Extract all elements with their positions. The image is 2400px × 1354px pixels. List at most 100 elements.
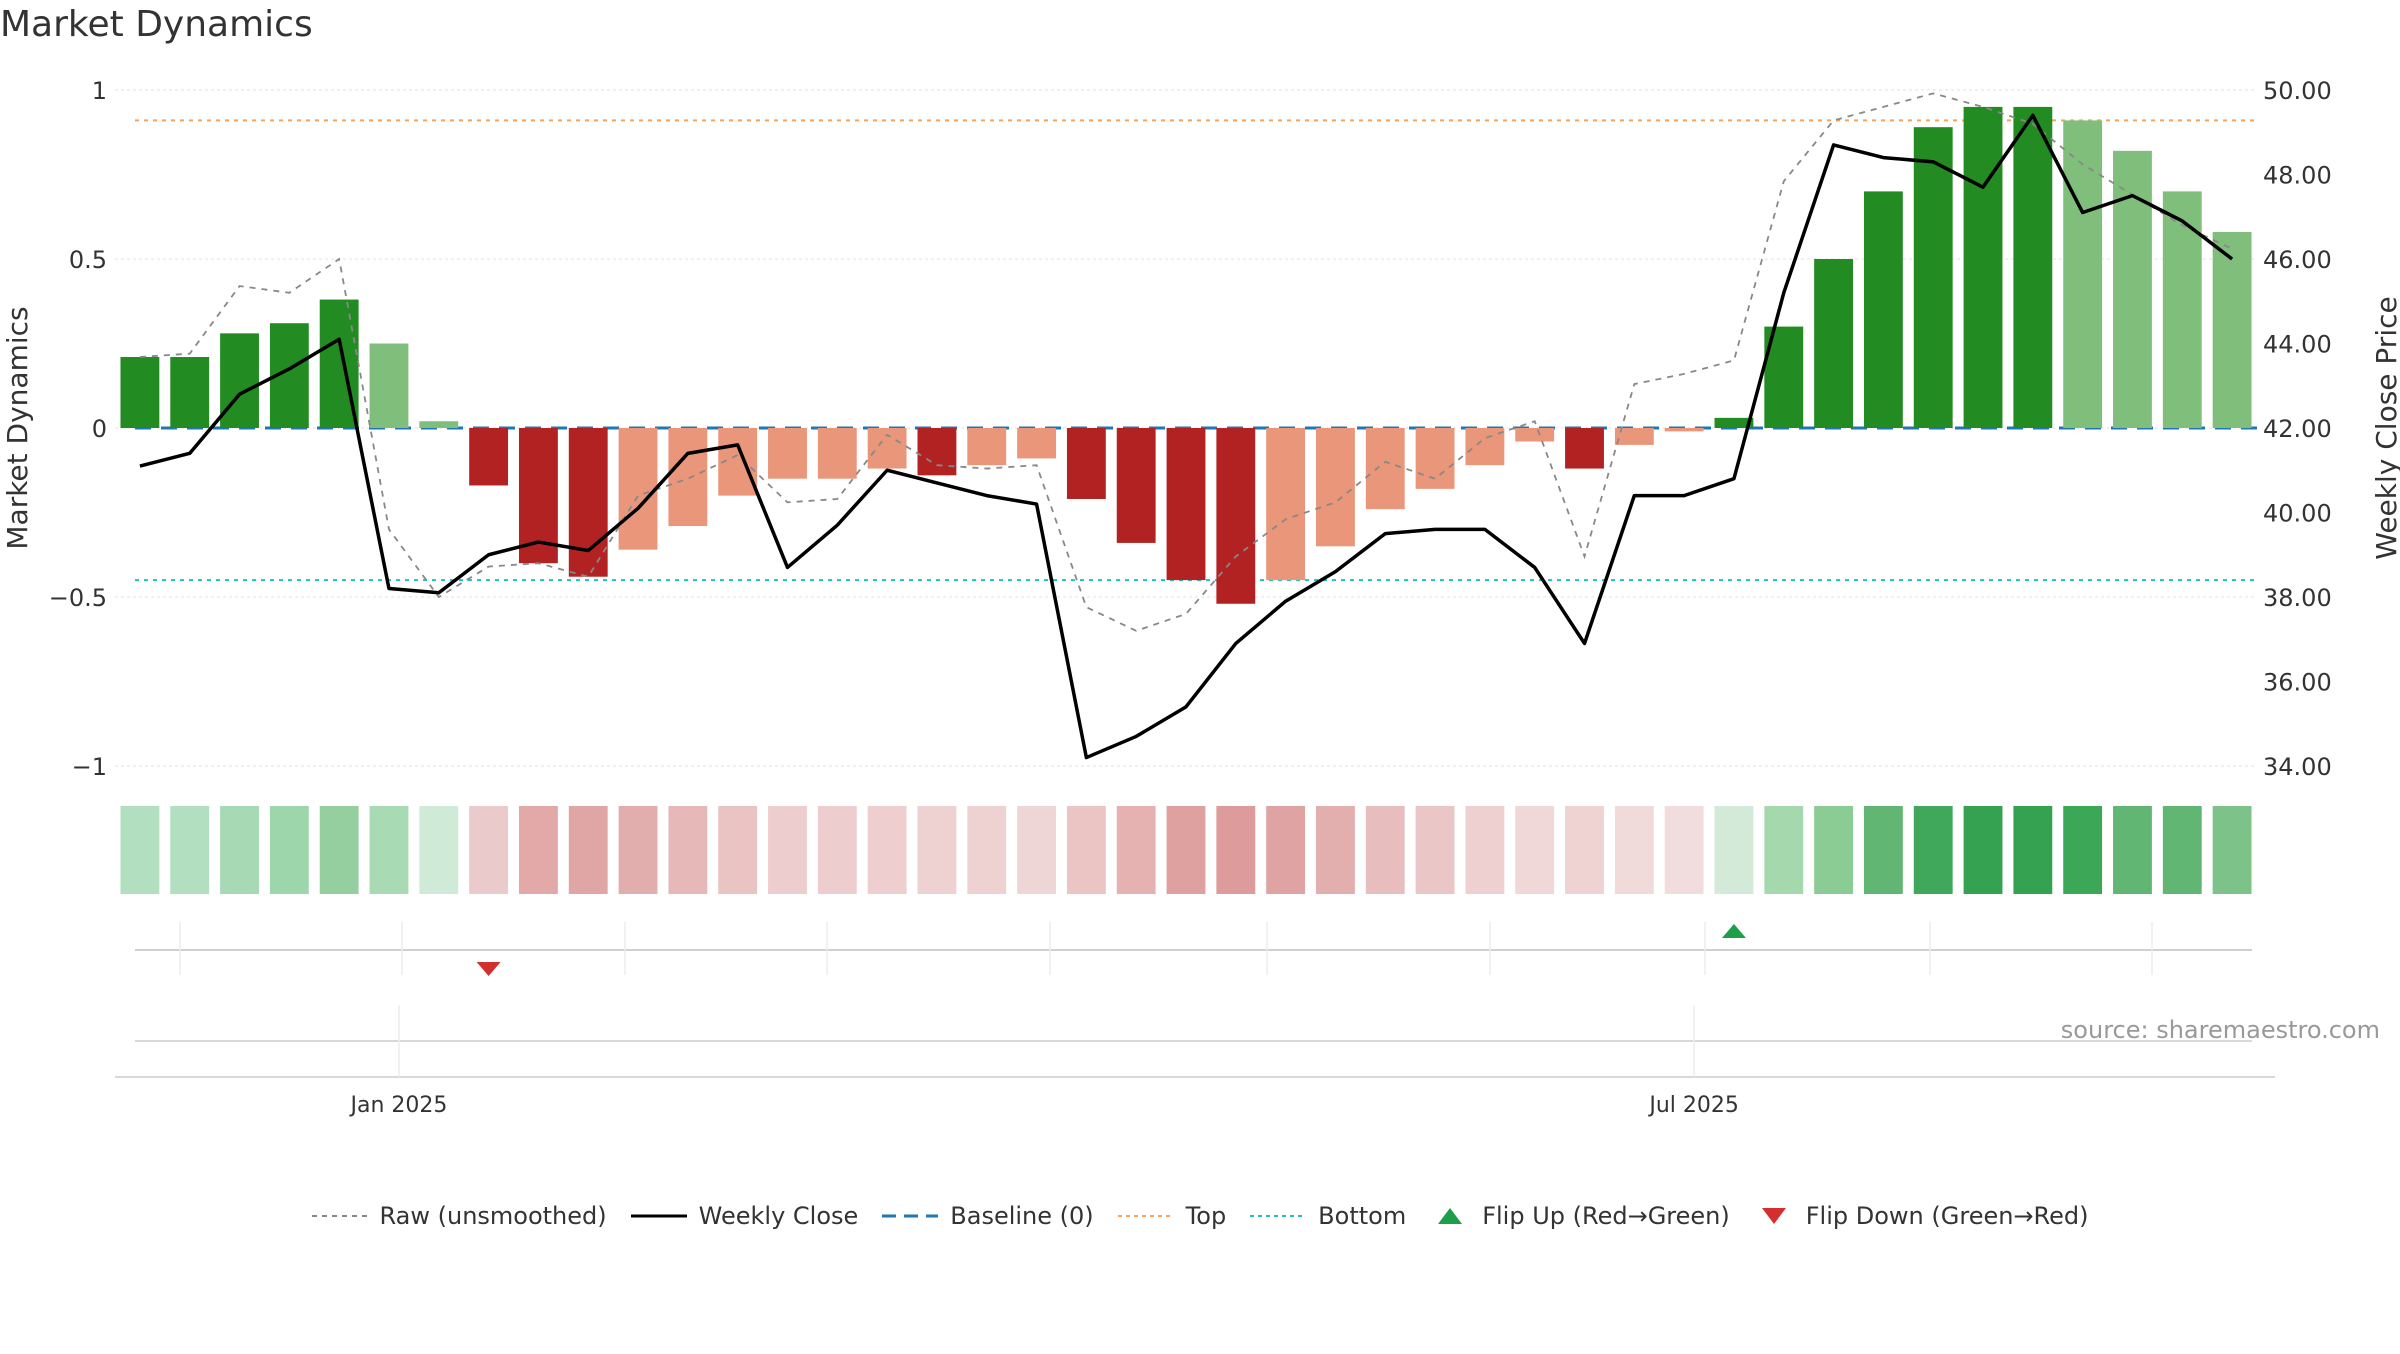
legend-label-flip-down: Flip Down (Green→Red): [1805, 1202, 2089, 1230]
legend-item-baseline: Baseline (0): [882, 1202, 1094, 1230]
y-tick-label: 1: [92, 77, 107, 105]
bar: [668, 428, 708, 527]
heat-strip-cell: [768, 806, 807, 894]
raw-series-line: [139, 92, 2233, 632]
bar: [1017, 428, 1056, 459]
heat-strip-cell: [369, 806, 409, 894]
heat-strip-cell: [1764, 806, 1804, 894]
y-tick-label: 0: [92, 415, 107, 443]
heat-strip-cell: [1913, 806, 1953, 894]
y2-tick-label: 34.00: [2263, 753, 2332, 781]
bar: [1365, 428, 1405, 510]
bar: [1614, 428, 1654, 445]
heat-strip-cell: [2212, 806, 2252, 894]
weekly-close-line: [139, 113, 2234, 760]
y-tick-label: 0.5: [69, 246, 107, 274]
bar: [2013, 106, 2053, 429]
heat-strip-cell: [1664, 806, 1704, 894]
y2-tick-label: 42.00: [2263, 415, 2332, 443]
y2-tick-label: 50.00: [2263, 77, 2332, 105]
heat-strip-cell: [817, 806, 857, 894]
legend: Raw (unsmoothed) Weekly Close Baseline (…: [0, 1202, 2400, 1230]
y2-tick-label: 48.00: [2263, 162, 2332, 190]
heat-strip-cell: [1465, 806, 1505, 894]
legend-item-top: Top: [1117, 1202, 1227, 1230]
heat-strip-cell: [1565, 806, 1604, 894]
flip-down-icon: [1761, 1208, 1786, 1224]
legend-label-top: Top: [1185, 1202, 1227, 1230]
bar: [469, 428, 509, 486]
x-tick-label: Jul 2025: [1647, 1093, 1739, 1118]
bar: [967, 428, 1007, 466]
y2-tick-label: 36.00: [2263, 669, 2332, 697]
heat-strip-cell: [718, 806, 758, 894]
bar: [1316, 428, 1355, 547]
heat-strip-cell: [2113, 806, 2152, 894]
heat-strip-cell: [1614, 806, 1654, 894]
heat-strip-cell: [220, 806, 259, 894]
heat-strip-cell: [120, 806, 160, 894]
legend-item-flip-up: Flip Up (Red→Green): [1430, 1202, 1730, 1230]
bar: [1863, 191, 1903, 428]
bar: [1415, 428, 1455, 489]
bar: [1116, 428, 1156, 543]
heat-strip-cell: [1365, 806, 1405, 894]
y2-tick-label: 46.00: [2263, 246, 2332, 274]
heat-strip-cell: [419, 806, 459, 894]
heat-strip-cell: [319, 806, 359, 894]
heat-strip-cell: [269, 806, 309, 894]
legend-item-bottom: Bottom: [1250, 1202, 1406, 1230]
y2-tick-label: 38.00: [2263, 584, 2332, 612]
bar: [1266, 428, 1306, 581]
heat-strip-cell: [1017, 806, 1056, 894]
flip-up-marker: [1721, 924, 1746, 938]
bar: [768, 428, 807, 479]
bar: [1565, 428, 1604, 469]
legend-label-weekly-close: Weekly Close: [698, 1202, 859, 1230]
bar: [1714, 417, 1754, 428]
heat-strip-cell: [668, 806, 708, 894]
bar: [1166, 428, 1206, 581]
flip-down-marker: [476, 962, 501, 976]
heat-strip-cell: [1863, 806, 1903, 894]
y-axis-title: Market Dynamics: [1, 306, 34, 549]
bar: [1664, 428, 1704, 432]
heat-strip-cell: [1714, 806, 1754, 894]
legend-label-raw: Raw (unsmoothed): [379, 1202, 607, 1230]
bar: [1814, 259, 1854, 428]
legend-label-bottom: Bottom: [1318, 1202, 1407, 1230]
y2-tick-label: 40.00: [2263, 500, 2332, 528]
chart-title: Market Dynamics: [0, 4, 313, 45]
y2-axis-title: Weekly Close Price: [2370, 296, 2400, 559]
legend-label-flip-up: Flip Up (Red→Green): [1482, 1202, 1730, 1230]
heat-strip-cell: [1316, 806, 1355, 894]
heat-strip-cell: [2063, 806, 2103, 894]
heat-strip-cell: [518, 806, 558, 894]
legend-item-raw: Raw (unsmoothed): [311, 1202, 607, 1230]
bar: [419, 421, 459, 428]
bar: [1216, 428, 1256, 604]
bar: [817, 428, 857, 479]
heat-strip-cell: [2013, 806, 2053, 894]
bar: [568, 428, 608, 577]
bar: [1963, 106, 2003, 429]
bar: [170, 357, 210, 428]
bar: [1515, 428, 1555, 442]
heat-strip-cell: [1116, 806, 1156, 894]
bar: [2212, 231, 2252, 428]
bar: [120, 357, 160, 428]
heat-strip-cell: [2162, 806, 2202, 894]
heat-strip-cell: [618, 806, 658, 894]
bar: [1913, 127, 1953, 429]
heat-strip-cell: [568, 806, 608, 894]
heat-strip-cell: [867, 806, 907, 894]
heat-strip-cell: [1415, 806, 1455, 894]
bar: [2063, 120, 2103, 429]
heat-strip-cell: [1216, 806, 1256, 894]
heat-strip-cell: [1814, 806, 1854, 894]
heat-strip-cell: [1515, 806, 1555, 894]
bar: [220, 333, 259, 428]
bar: [917, 428, 957, 476]
